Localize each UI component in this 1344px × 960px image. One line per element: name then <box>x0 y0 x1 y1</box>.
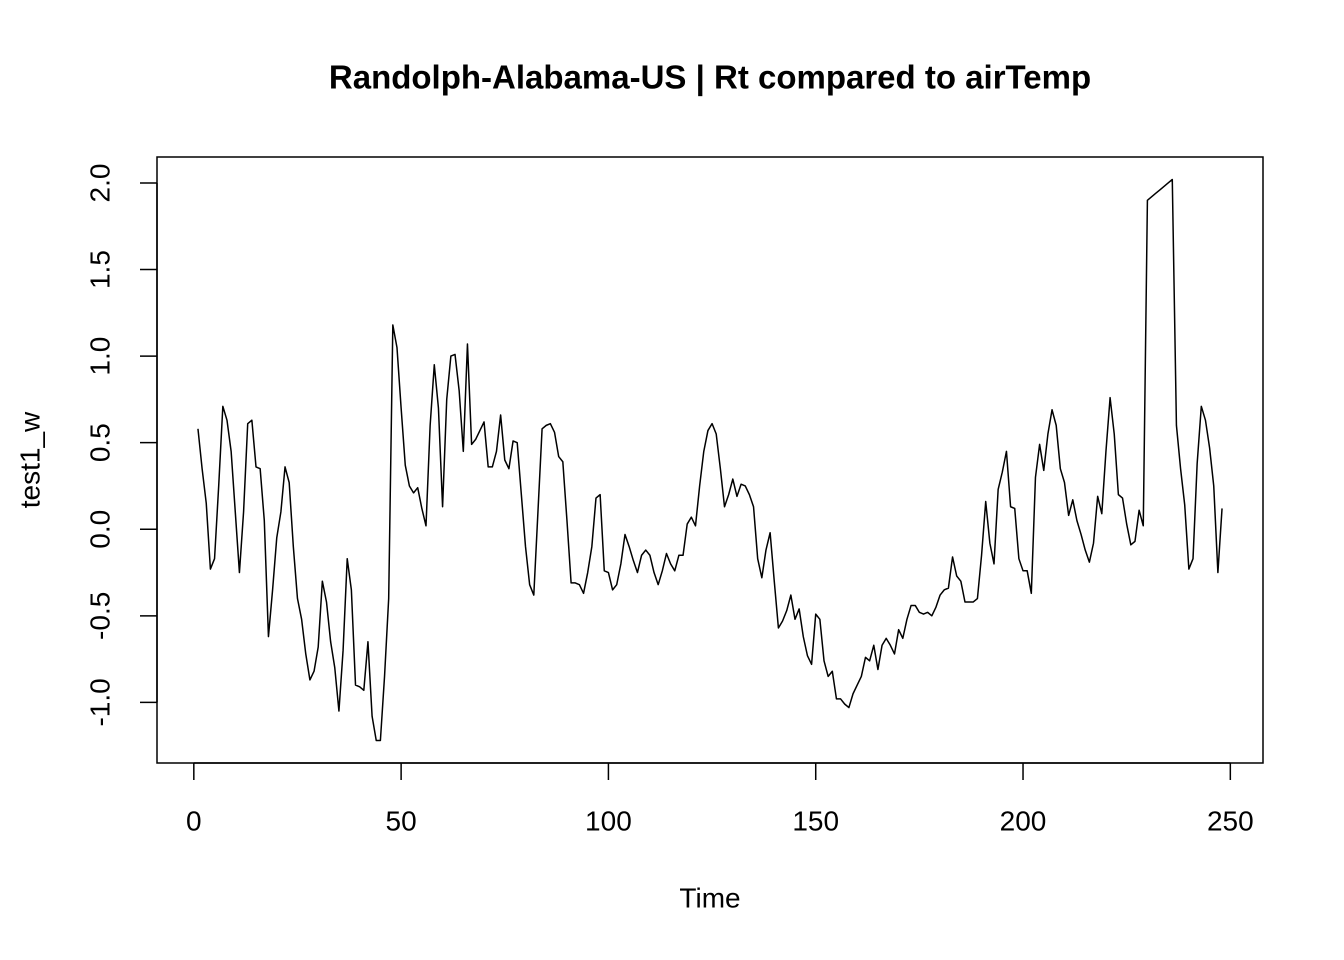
y-tick-label: -0.5 <box>84 592 115 640</box>
x-tick-label: 0 <box>186 805 202 836</box>
x-tick-label: 150 <box>792 805 839 836</box>
y-tick-label: 1.5 <box>84 250 115 289</box>
x-tick-label: 50 <box>386 805 417 836</box>
y-tick-label: 0.5 <box>84 423 115 462</box>
x-axis-label: Time <box>679 882 740 913</box>
x-tick-label: 250 <box>1207 805 1254 836</box>
y-tick-label: 2.0 <box>84 164 115 203</box>
y-axis-label: test1_w <box>14 411 45 508</box>
x-tick-label: 100 <box>585 805 632 836</box>
chart-title: Randolph-Alabama-US | Rt compared to air… <box>329 59 1091 96</box>
y-tick-label: 0.0 <box>84 510 115 549</box>
x-tick-label: 200 <box>1000 805 1047 836</box>
y-tick-label: -1.0 <box>84 678 115 726</box>
data-line <box>197 178 1223 742</box>
y-tick-label: 1.0 <box>84 337 115 376</box>
